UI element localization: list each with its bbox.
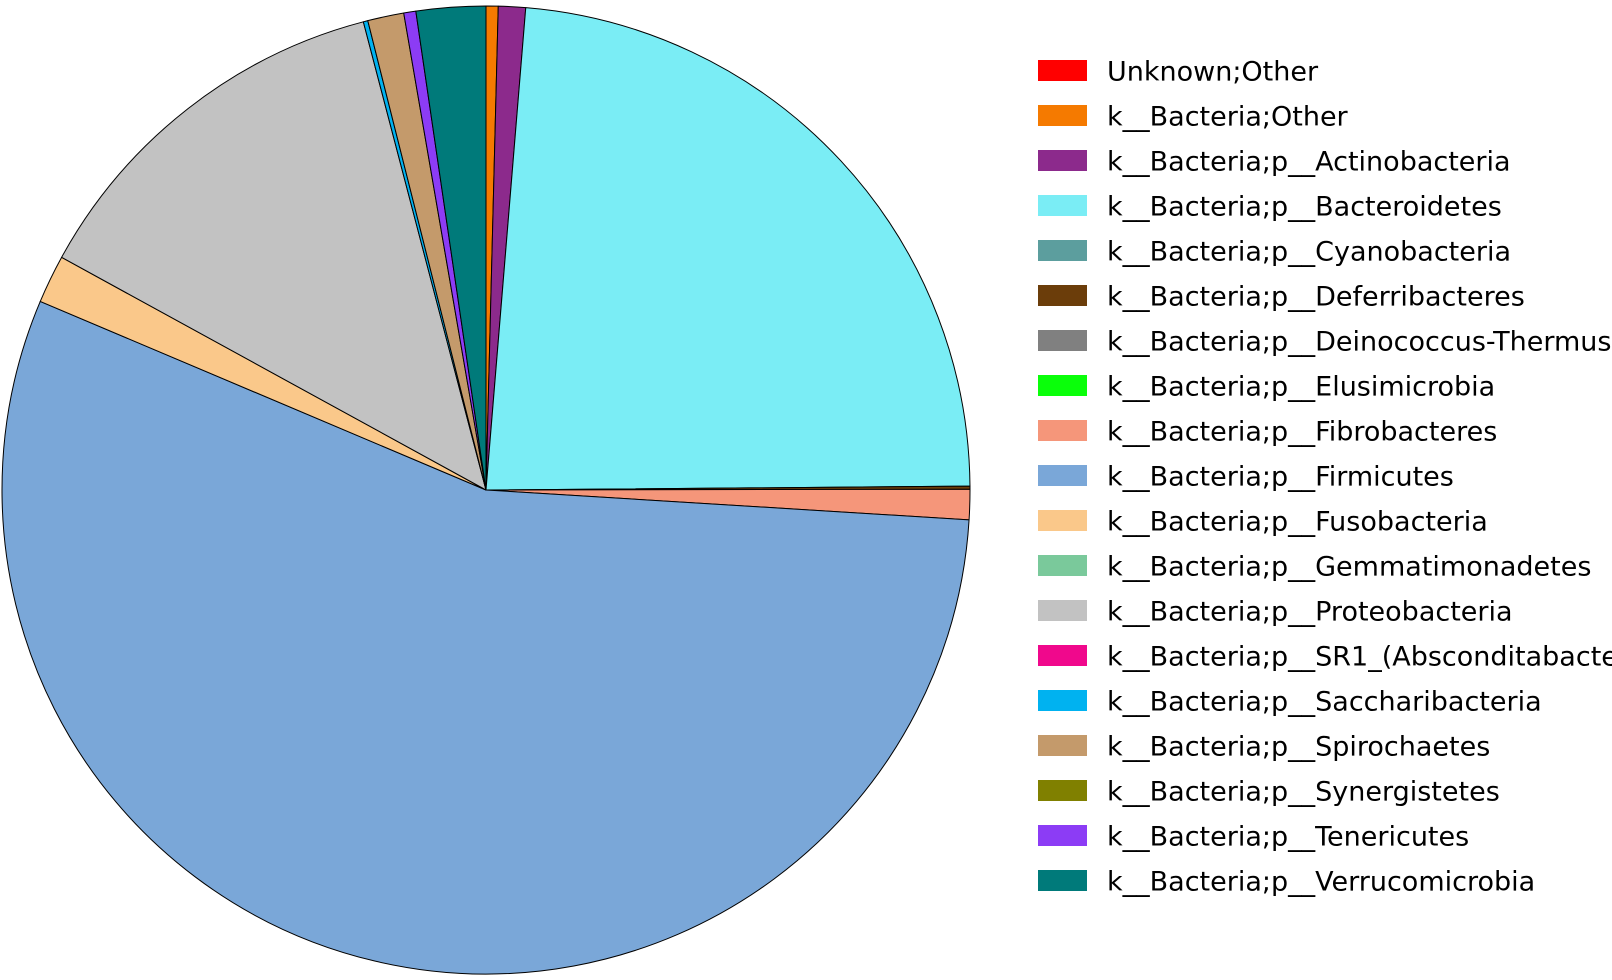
legend-item: k__Bacteria;p__Gemmatimonadetes	[1038, 552, 1591, 583]
legend-swatch	[1038, 825, 1087, 846]
legend: Unknown;Other k__Bacteria;Other k__Bacteri…	[1038, 57, 1612, 898]
pie-slice-k-bacteria-p-proteobacteria	[61, 21, 487, 491]
legend-item: k__Bacteria;p__Cyanobacteria	[1038, 237, 1511, 268]
legend-swatch	[1038, 195, 1087, 216]
legend-swatch	[1038, 150, 1087, 171]
legend-swatch	[1038, 870, 1087, 891]
legend-label: k__Bacteria;p__Tenericutes	[1107, 822, 1469, 853]
legend-label: k__Bacteria;p__Proteobacteria	[1107, 597, 1513, 628]
legend-label: k__Bacteria;p__Fibrobacteres	[1107, 417, 1497, 448]
legend-label: k__Bacteria;Other	[1107, 102, 1349, 133]
legend-swatch	[1038, 240, 1087, 261]
legend-swatch	[1038, 465, 1087, 486]
legend-item: k__Bacteria;p__SR1_(Absconditabacteria)	[1038, 642, 1612, 673]
legend-swatch	[1038, 105, 1087, 126]
legend-label: k__Bacteria;p__Cyanobacteria	[1107, 237, 1511, 268]
legend-item: k__Bacteria;p__Verrucomicrobia	[1038, 867, 1535, 898]
pie-slice-k-bacteria-p-bacteroidetes	[485, 7, 971, 491]
legend-label: k__Bacteria;p__Spirochaetes	[1107, 732, 1490, 763]
legend-item: k__Bacteria;p__Synergistetes	[1038, 777, 1500, 808]
legend-item: k__Bacteria;p__Deferribacteres	[1038, 282, 1525, 313]
legend-label: k__Bacteria;p__Elusimicrobia	[1107, 372, 1495, 403]
legend-item: k__Bacteria;p__Saccharibacteria	[1038, 687, 1542, 718]
pie	[1, 5, 971, 975]
legend-label: k__Bacteria;p__Firmicutes	[1107, 462, 1454, 493]
legend-item: k__Bacteria;p__Proteobacteria	[1038, 597, 1513, 628]
legend-swatch	[1038, 375, 1087, 396]
legend-label: k__Bacteria;p__Deinococcus-Thermus	[1107, 327, 1611, 358]
legend-swatch	[1038, 285, 1087, 306]
legend-swatch	[1038, 735, 1087, 756]
legend-swatch	[1038, 510, 1087, 531]
legend-swatch	[1038, 645, 1087, 666]
legend-swatch	[1038, 690, 1087, 711]
pie-slice-k-bacteria-p-verrucomicrobia	[415, 5, 487, 491]
legend-label: k__Bacteria;p__Deferribacteres	[1107, 282, 1525, 313]
legend-label: k__Bacteria;p__SR1_(Absconditabacteria)	[1107, 642, 1612, 673]
legend-item: k__Bacteria;p__Spirochaetes	[1038, 732, 1490, 763]
legend-swatch	[1038, 330, 1087, 351]
legend-label: k__Bacteria;p__Bacteroidetes	[1107, 192, 1502, 223]
legend-item: k__Bacteria;p__Fibrobacteres	[1038, 417, 1497, 448]
legend-swatch	[1038, 600, 1087, 621]
legend-item: k__Bacteria;p__Elusimicrobia	[1038, 372, 1495, 403]
legend-label: k__Bacteria;p__Verrucomicrobia	[1107, 867, 1535, 898]
legend-swatch	[1038, 420, 1087, 441]
legend-label: k__Bacteria;p__Actinobacteria	[1107, 147, 1511, 178]
legend-item: k__Bacteria;p__Fusobacteria	[1038, 507, 1488, 538]
legend-label: Unknown;Other	[1107, 57, 1319, 88]
legend-item: k__Bacteria;p__Bacteroidetes	[1038, 192, 1502, 223]
legend-swatch	[1038, 780, 1087, 801]
legend-label: k__Bacteria;p__Fusobacteria	[1107, 507, 1488, 538]
legend-swatch	[1038, 60, 1087, 81]
legend-item: k__Bacteria;Other	[1038, 102, 1349, 133]
pie-slice-k-bacteria-p-firmicutes	[1, 300, 970, 975]
legend-item: k__Bacteria;p__Tenericutes	[1038, 822, 1469, 853]
legend-item: k__Bacteria;p__Actinobacteria	[1038, 147, 1511, 178]
legend-item: Unknown;Other	[1038, 57, 1319, 88]
legend-item: k__Bacteria;p__Firmicutes	[1038, 462, 1454, 493]
legend-item: k__Bacteria;p__Deinococcus-Thermus	[1038, 327, 1611, 358]
legend-label: k__Bacteria;p__Gemmatimonadetes	[1107, 552, 1591, 583]
legend-swatch	[1038, 555, 1087, 576]
legend-label: k__Bacteria;p__Saccharibacteria	[1107, 687, 1542, 718]
legend-label: k__Bacteria;p__Synergistetes	[1107, 777, 1500, 808]
